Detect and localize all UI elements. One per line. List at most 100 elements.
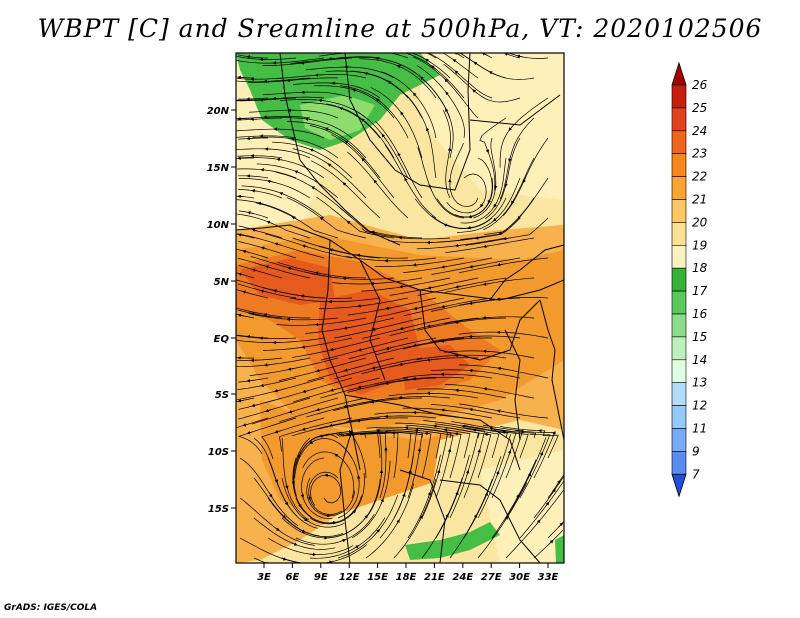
streamline-arrow [399, 326, 407, 331]
streamline-arrow [352, 88, 359, 93]
longitude-label: 9E [314, 572, 328, 583]
streamline-arrow [485, 146, 490, 154]
latitude-label: EQ [214, 334, 230, 345]
colorbar-segment [671, 428, 687, 452]
wbpt-region-light-cream-east [420, 53, 564, 200]
streamline-arrow [414, 428, 422, 433]
streamline-arrow [329, 347, 337, 352]
streamline-arrow [302, 516, 308, 522]
streamline-arrow [468, 301, 476, 305]
streamline-arrow [467, 225, 474, 230]
wbpt-region-orange-south [260, 400, 460, 520]
streamline-arrow [285, 482, 289, 490]
longitude-label: 27E [481, 572, 502, 583]
streamline-arrow [396, 65, 404, 69]
longitude-label: 15E [367, 572, 388, 583]
streamline-arrow [496, 297, 504, 301]
map-plot-area [236, 53, 564, 563]
streamline-arrow [300, 61, 308, 65]
country-border [359, 259, 386, 381]
streamline-arrow [307, 493, 312, 501]
streamline-arrow [522, 176, 527, 184]
streamline-arrow [387, 80, 394, 85]
streamline [238, 225, 283, 239]
streamline [425, 53, 437, 59]
country-border [539, 299, 564, 441]
streamline-arrow [356, 475, 361, 482]
streamline-arrow [380, 498, 384, 505]
streamline-arrow [441, 304, 448, 309]
streamline-arrow [361, 157, 367, 164]
streamline-arrow [242, 249, 249, 254]
streamline-arrow [454, 388, 462, 393]
streamline-arrow [447, 147, 452, 154]
streamline-arrow [274, 242, 282, 246]
streamline-arrow [436, 469, 441, 476]
streamline-arrow [465, 469, 470, 477]
streamline-arrow [260, 246, 268, 250]
wbpt-region-light-cream-southeast [480, 450, 564, 563]
streamline-arrow [440, 339, 448, 343]
colorbar-label: 24 [692, 124, 707, 138]
streamline-arrow [558, 522, 564, 528]
streamline-arrow [430, 65, 437, 70]
country-border [236, 224, 564, 301]
streamline-arrow [496, 409, 504, 413]
latitude-label: 5N [214, 277, 230, 288]
streamline-arrow [266, 220, 273, 225]
colorbar-label: 26 [692, 78, 708, 92]
streamline [237, 357, 283, 361]
colorbar-top-arrow [671, 61, 687, 86]
streamline-arrow [544, 501, 550, 508]
streamline-arrow [548, 539, 554, 545]
streamline-arrow [371, 366, 378, 370]
streamline [236, 77, 311, 83]
colorbar-label: 16 [692, 307, 708, 321]
colorbar-segment [671, 176, 687, 200]
streamline-arrow [346, 220, 353, 226]
streamline-arrow [324, 473, 332, 478]
streamline-arrow [266, 179, 274, 184]
streamline-arrow [318, 98, 326, 103]
streamline-arrow [363, 514, 368, 521]
streamline-arrow [424, 58, 431, 63]
streamline-arrow [504, 180, 508, 188]
streamline-arrow [455, 491, 459, 498]
latitude-label: 15S [208, 504, 229, 515]
streamline-arrow [511, 198, 515, 205]
streamline-arrow [371, 327, 379, 331]
colorbar-segment [671, 153, 687, 177]
streamline-arrow [417, 447, 422, 455]
streamline-arrow [242, 290, 249, 294]
latitude-label: 15N [207, 163, 230, 174]
colorbar-label: 19 [692, 238, 707, 252]
streamline-arrow [425, 127, 430, 134]
streamline-arrow [357, 348, 365, 352]
streamline-arrow [445, 513, 449, 520]
streamline-arrow [507, 449, 512, 457]
streamlines [236, 53, 564, 563]
streamline-arrow [461, 424, 468, 429]
streamline [442, 53, 479, 79]
streamline-arrow [373, 179, 378, 186]
streamline-arrow [265, 408, 272, 413]
streamline-arrow [426, 324, 434, 328]
streamline-arrow [480, 201, 485, 208]
streamline-arrow [551, 488, 556, 495]
streamline-arrow [400, 111, 405, 118]
colorbar-label: 18 [692, 261, 708, 275]
longitude-label: 6E [286, 572, 300, 583]
streamline-arrow [300, 294, 308, 298]
streamline [237, 77, 283, 80]
streamline-arrow [302, 389, 309, 393]
colorbar-label: 11 [692, 422, 707, 436]
streamline-arrow [381, 133, 386, 140]
longitude-label: 3E [257, 572, 271, 583]
colorbar-segment [671, 405, 687, 429]
streamline-arrow [508, 125, 514, 132]
streamline-arrow [344, 140, 351, 145]
streamline [236, 148, 311, 159]
streamline-arrow [455, 285, 462, 289]
streamline-arrow [304, 117, 312, 121]
